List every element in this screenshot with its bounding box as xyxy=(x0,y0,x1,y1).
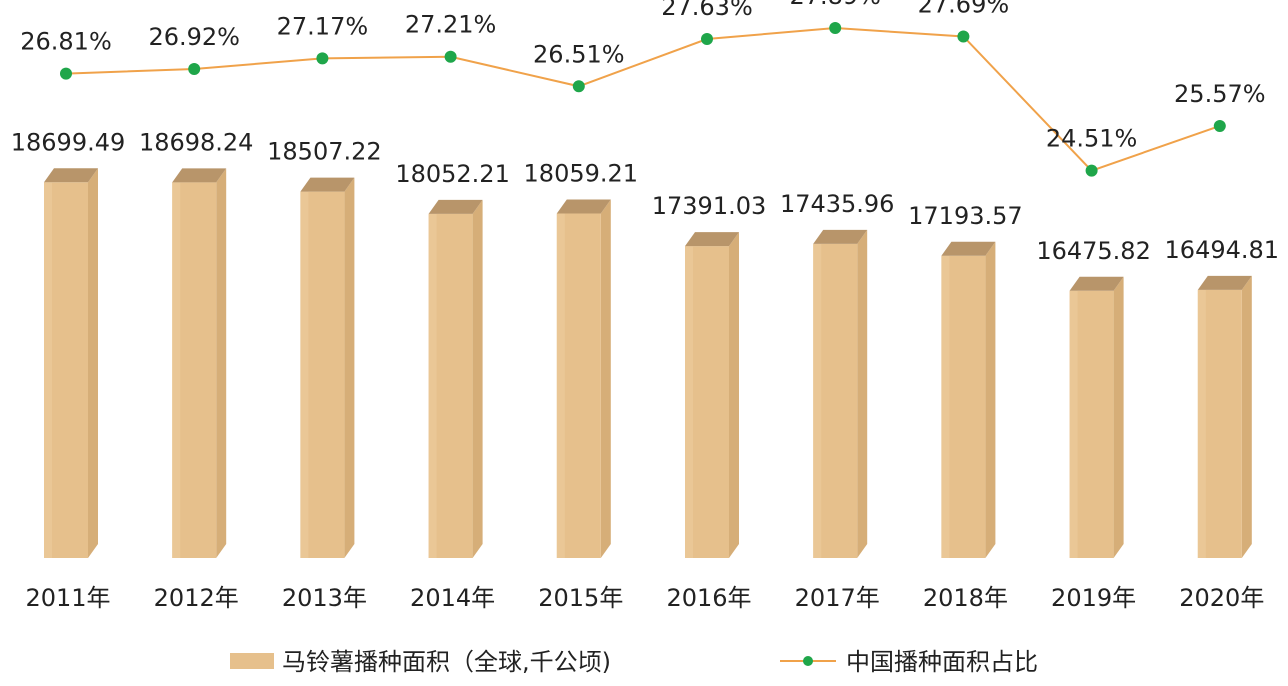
legend: 马铃薯播种面积（全球,千公顷) 中国播种面积占比 xyxy=(230,648,1038,676)
legend-label-line: 中国播种面积占比 xyxy=(846,648,1038,676)
line-value-label: 26.51% xyxy=(533,40,625,68)
legend-label-bar: 马铃薯播种面积（全球,千公顷) xyxy=(282,648,611,676)
bar-side xyxy=(88,168,98,558)
bar-value-label: 18699.49 xyxy=(11,128,126,156)
bar-highlight xyxy=(813,243,822,558)
bar-highlight xyxy=(685,246,693,558)
bar-value-label: 18507.22 xyxy=(267,138,382,166)
bar-value-label: 18698.24 xyxy=(139,128,254,156)
line-value-label: 27.21% xyxy=(405,11,497,39)
bar-highlight xyxy=(428,213,437,558)
x-tick-label: 2016年 xyxy=(666,584,751,612)
bar-side xyxy=(1113,276,1124,558)
bar-value-label: 17193.57 xyxy=(908,202,1023,230)
line-point xyxy=(444,50,457,63)
line-series xyxy=(65,27,1221,172)
bar-top xyxy=(685,232,739,247)
line-point xyxy=(1213,119,1226,132)
bar-top xyxy=(1197,275,1252,290)
bar-highlight xyxy=(556,213,565,558)
x-tick-label: 2015年 xyxy=(538,584,623,612)
bar-highlight xyxy=(1069,290,1078,558)
line-point xyxy=(188,62,201,75)
line-value-label: 27.69% xyxy=(918,0,1010,18)
bar-value-label: 18052.21 xyxy=(395,160,510,188)
labels-layer: 18699.49 18698.24 18507.22 18052.21 18059.21… xyxy=(11,0,1279,265)
bar-value-label: 16494.81 xyxy=(1165,236,1280,264)
x-tick-label: 2017年 xyxy=(795,584,880,612)
x-tick-label: 2018年 xyxy=(923,584,1008,612)
bar-side xyxy=(985,241,996,558)
bar-top xyxy=(44,168,98,183)
bars-layer xyxy=(44,168,1252,559)
bar-highlight xyxy=(44,182,52,558)
bar-side xyxy=(729,232,739,558)
line-point xyxy=(1085,164,1098,177)
line-point xyxy=(572,80,585,93)
bar-top xyxy=(813,229,868,244)
bar-side xyxy=(857,229,868,558)
bar-top xyxy=(941,241,996,256)
bar-value-label: 18059.21 xyxy=(524,160,639,188)
x-tick-label: 2014年 xyxy=(410,584,495,612)
x-tick-label: 2011年 xyxy=(25,584,110,612)
line-value-label: 27.89% xyxy=(789,0,881,10)
x-tick-label: 2013年 xyxy=(282,584,367,612)
bar-highlight xyxy=(1197,289,1206,558)
line-point xyxy=(701,33,713,46)
legend-swatch-marker xyxy=(803,656,813,666)
x-tick-label: 2019年 xyxy=(1051,584,1136,612)
line-value-label: 26.92% xyxy=(148,23,240,51)
bar-highlight xyxy=(172,182,181,559)
bar-value-label: 16475.82 xyxy=(1036,237,1151,265)
line-layer xyxy=(60,22,1226,177)
x-tick-label: 2012年 xyxy=(154,584,239,612)
line-point xyxy=(60,67,72,80)
bar-value-label: 17435.96 xyxy=(780,190,895,218)
bar-highlight xyxy=(300,191,309,559)
bar-value-label: 17391.03 xyxy=(652,192,767,220)
bar-top xyxy=(556,199,611,214)
line-value-label: 26.81% xyxy=(20,28,112,56)
line-point xyxy=(316,52,329,65)
bar-top xyxy=(428,199,483,214)
bar-side xyxy=(472,199,483,558)
bar-top xyxy=(1069,276,1124,291)
x-tick-label: 2020年 xyxy=(1179,584,1264,612)
legend-swatch-bar xyxy=(230,653,274,669)
bar-side xyxy=(600,199,611,558)
bar-highlight xyxy=(941,255,950,558)
bar-side xyxy=(216,168,227,559)
bar-top xyxy=(300,177,355,192)
line-value-label: 27.63% xyxy=(661,0,753,21)
line-value-label: 27.17% xyxy=(277,12,369,40)
bar-top xyxy=(172,168,227,183)
bar-side xyxy=(1241,275,1252,558)
line-value-label: 24.51% xyxy=(1046,125,1138,153)
line-point xyxy=(957,30,970,43)
line-value-label: 25.57% xyxy=(1174,80,1266,108)
bar-side xyxy=(344,177,355,559)
x-axis: 2011年 2012年 2013年 2014年 2015年 2016年 2017年 2018年… xyxy=(25,584,1264,612)
line-point xyxy=(829,22,842,35)
